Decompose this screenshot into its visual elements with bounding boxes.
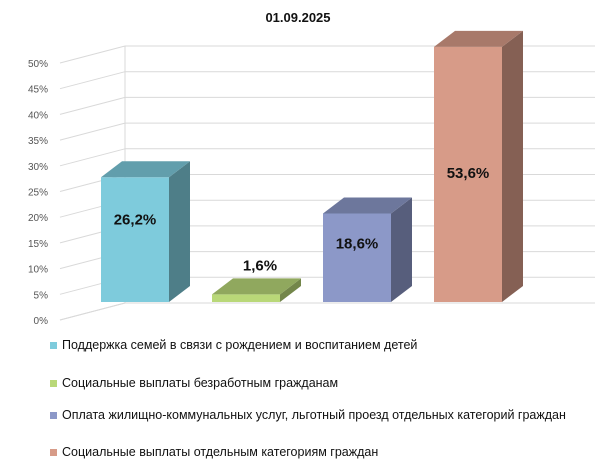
gridline-depth (59, 148, 126, 167)
data-labels: 26,2% 1,6% 18,6% 53,6% (114, 165, 490, 275)
y-axis: 0% 5% 10% 15% 20% 25% 30% 35% 40% 45% 50% (28, 59, 48, 327)
y-tick-label: 40% (28, 110, 48, 121)
legend-label: Социальные выплаты отдельным категориям … (62, 445, 379, 459)
legend-swatch (50, 449, 57, 456)
legend-item: Социальные выплаты отдельным категориям … (50, 444, 572, 461)
bar-front (212, 294, 280, 302)
gridline-depth (59, 302, 126, 321)
y-tick-label: 50% (28, 59, 48, 70)
legend-item: Оплата жилищно-коммунальных услуг, льгот… (50, 407, 572, 424)
legend-swatch (50, 342, 57, 349)
bar-3 (434, 30, 523, 302)
y-tick-label: 20% (28, 213, 48, 224)
legend-label: Поддержка семей в связи с рождением и во… (62, 338, 418, 352)
bar-front (323, 213, 391, 302)
bar-2 (323, 197, 412, 302)
gridline-depth (59, 122, 126, 141)
bar-side (280, 278, 301, 302)
y-tick-label: 10% (28, 265, 48, 276)
bars (101, 30, 523, 302)
y-tick-label: 30% (28, 162, 48, 173)
y-tick-label: 0% (34, 316, 49, 327)
data-label: 1,6% (243, 257, 277, 274)
bar-0 (101, 161, 190, 302)
bar-front (101, 177, 169, 302)
data-label: 26,2% (114, 211, 157, 228)
y-tick-label: 35% (28, 136, 48, 147)
data-label: 18,6% (336, 236, 379, 253)
bar-top (434, 30, 523, 47)
y-tick-label: 5% (34, 290, 49, 301)
bar-top (323, 197, 412, 214)
legend-label: Оплата жилищно-коммунальных услуг, льгот… (62, 408, 566, 422)
bar-side (169, 161, 190, 302)
chart-title: 01.09.2025 (265, 10, 330, 25)
y-tick-label: 45% (28, 85, 48, 96)
y-tick-label: 25% (28, 188, 48, 199)
bar-side (391, 197, 412, 302)
bar-top (212, 278, 301, 295)
bar-1 (212, 278, 301, 302)
gridline-depth (59, 96, 126, 115)
gridline-depth (59, 45, 126, 64)
data-label: 53,6% (447, 165, 490, 182)
legend-item: Социальные выплаты безработным гражданам (50, 375, 572, 392)
gridline-depth (59, 71, 126, 90)
legend-swatch (50, 412, 57, 419)
legend-label: Социальные выплаты безработным гражданам (62, 376, 339, 390)
legend-swatch (50, 380, 57, 387)
y-tick-label: 15% (28, 239, 48, 250)
legend-item: Поддержка семей в связи с рождением и во… (50, 337, 572, 354)
bar-side (502, 30, 523, 302)
bar-front (434, 46, 502, 302)
bar-top (101, 161, 190, 178)
bar-chart: 0% 5% 10% 15% 20% 25% 30% 35% 40% 45% 50% 26,2% 1,6… (28, 10, 595, 327)
